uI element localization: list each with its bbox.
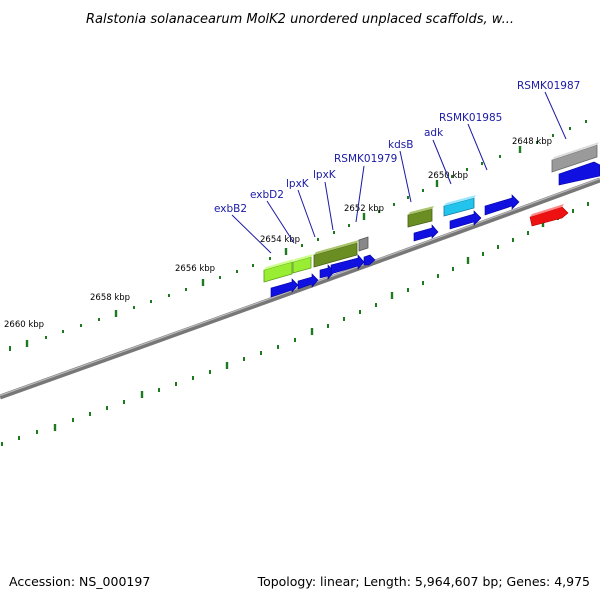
gene-RSMK01979[interactable] <box>358 236 369 252</box>
gene-label[interactable]: lpxK <box>286 178 310 190</box>
cds-arrow[interactable] <box>297 273 319 290</box>
cds-arrow[interactable] <box>319 264 335 280</box>
cds-arrow[interactable] <box>449 210 482 230</box>
cds-arrow[interactable] <box>484 194 520 216</box>
gene-adk[interactable] <box>443 197 475 217</box>
gene-label[interactable]: adk <box>424 127 444 139</box>
gene-label[interactable]: exbB2 <box>214 203 247 215</box>
gene-label[interactable]: RSMK01985 <box>439 112 502 124</box>
kbp-label: 2660 kbp <box>4 320 44 330</box>
kbp-label: 2658 kbp <box>90 293 130 303</box>
label-leader-lines <box>231 91 567 254</box>
accession-text: Accession: NS_000197 <box>9 574 151 589</box>
kbp-label: 2652 kbp <box>344 204 384 214</box>
map-title: Ralstonia solanacearum MolK2 unordered u… <box>86 12 514 27</box>
gene-exbD2-top <box>293 254 313 262</box>
red-feature[interactable] <box>529 206 569 227</box>
gene-label[interactable]: lpxK <box>313 169 337 181</box>
kbp-label: 2656 kbp <box>175 264 215 274</box>
kbp-label: 2648 kbp <box>512 137 552 147</box>
cds-arrow[interactable] <box>330 254 365 275</box>
cds-arrow[interactable] <box>270 278 299 298</box>
cds-arrow[interactable] <box>558 161 600 186</box>
gene-label[interactable]: exbD2 <box>250 189 284 201</box>
lower-tick-track <box>1 202 589 446</box>
gene-lpxK-top <box>314 240 359 255</box>
gene-kdsB-top <box>408 206 434 215</box>
gene-RSMK01987-top <box>552 142 599 160</box>
chromosome-backbone <box>0 177 600 400</box>
cds-features <box>270 161 600 298</box>
upper-tick-track <box>9 120 587 351</box>
topology-text: Topology: linear; Length: 5,964,607 bp; … <box>257 574 590 589</box>
gene-exbB2-top <box>264 259 294 270</box>
gene-adk-top <box>444 195 476 206</box>
kbp-label: 2654 kbp <box>260 235 300 245</box>
gene-label[interactable]: kdsB <box>388 139 413 151</box>
cds-arrow[interactable] <box>413 224 439 242</box>
gene-label[interactable]: RSMK01979 <box>334 153 397 165</box>
gene-features <box>263 142 599 283</box>
red-feature-top <box>530 204 564 217</box>
cds-arrow[interactable] <box>363 254 376 266</box>
gene-label[interactable]: RSMK01987 <box>517 80 580 92</box>
